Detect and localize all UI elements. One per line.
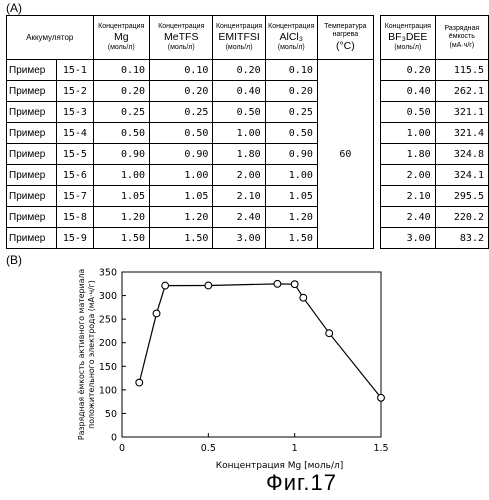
plot-frame: [122, 272, 381, 437]
y-tick-label: 200: [99, 338, 117, 349]
data-point: [291, 281, 298, 288]
y-tick-label: 100: [99, 385, 117, 396]
x-tick-label: 1: [292, 443, 298, 454]
x-tick-label: 0: [119, 443, 125, 454]
y-tick-label: 300: [99, 291, 117, 302]
data-point: [378, 394, 385, 401]
series-line: [139, 284, 381, 398]
y-tick-label: 250: [99, 315, 117, 326]
y-axis-label: Разрядная ёмкость активного материалапол…: [77, 269, 96, 440]
data-point: [153, 310, 160, 317]
x-tick-label: 0.5: [201, 443, 216, 454]
data-point: [300, 294, 307, 301]
data-point: [274, 280, 281, 287]
data-point: [136, 379, 143, 386]
data-point: [162, 282, 169, 289]
data-point: [205, 282, 212, 289]
figure-caption: Фиг.17: [266, 470, 337, 496]
data-point: [326, 330, 333, 337]
y-tick-label: 350: [99, 268, 117, 279]
y-tick-label: 150: [99, 362, 117, 373]
y-tick-label: 50: [105, 409, 117, 420]
x-tick-label: 1.5: [373, 443, 388, 454]
y-tick-label: 0: [111, 433, 117, 444]
